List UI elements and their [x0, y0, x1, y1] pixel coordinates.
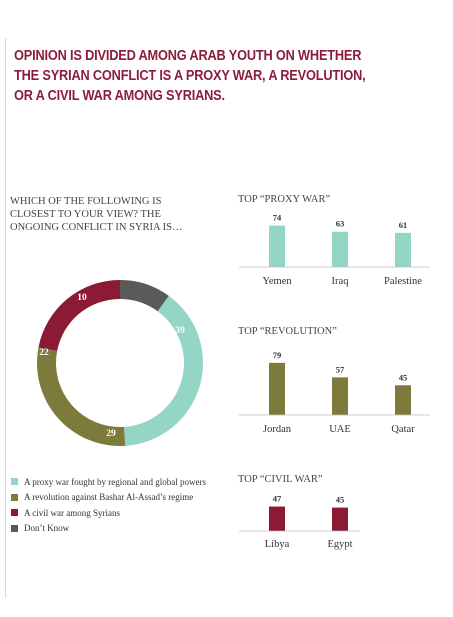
- legend-swatch-proxy: [11, 478, 18, 486]
- donut-label-proxy: 39: [175, 326, 185, 336]
- legend-item-dont-know: Don’t Know: [11, 521, 206, 537]
- bar-category-jordan: Jordan: [263, 424, 292, 435]
- bar-value-egypt: 45: [336, 495, 345, 505]
- legend-swatch-civil-war: [11, 509, 18, 517]
- legend-item-civil-war: A civil war among Syrians: [11, 505, 206, 521]
- page-rule: [5, 38, 6, 598]
- bar-egypt: [332, 507, 348, 531]
- bar-category-uae: UAE: [329, 424, 351, 435]
- bar-uae: [332, 377, 348, 415]
- proxy-war-title: TOP “PROXY WAR”: [238, 194, 331, 205]
- bar-value-qatar: 45: [399, 372, 408, 382]
- bar-value-iraq: 63: [336, 219, 345, 229]
- civil-war-title: TOP “CIVIL WAR”: [238, 474, 323, 485]
- bar-category-palestine: Palestine: [384, 276, 422, 287]
- donut-label-revolution: 29: [106, 429, 116, 439]
- bar-value-yemen: 74: [273, 213, 282, 223]
- bar-value-libya: 47: [273, 494, 282, 504]
- donut-label-dont-know: 10: [77, 293, 87, 303]
- donut-slice-dont-know: [120, 280, 169, 312]
- bar-category-iraq: Iraq: [332, 276, 350, 287]
- bar-category-libya: Libya: [265, 539, 290, 550]
- question-line-3: ONGOING CONFLICT IN SYRIA IS…: [10, 222, 183, 233]
- bar-libya: [269, 506, 285, 531]
- bar-category-qatar: Qatar: [391, 424, 415, 435]
- donut-slice-civil-war: [38, 280, 121, 352]
- revolution-title: TOP “REVOLUTION”: [238, 326, 337, 337]
- bar-value-uae: 57: [336, 364, 345, 374]
- bar-value-jordan: 79: [273, 350, 282, 360]
- legend-item-revolution: A revolution against Bashar Al-Assad’s r…: [11, 490, 206, 506]
- legend-label-dont-know: Don’t Know: [24, 523, 70, 534]
- donut-slice-proxy: [124, 295, 203, 446]
- donut-legend: A proxy war fought by regional and globa…: [11, 474, 206, 536]
- donut-label-civil-war: 22: [39, 348, 49, 358]
- bar-category-egypt: Egypt: [327, 539, 352, 550]
- legend-swatch-revolution: [11, 493, 18, 501]
- bar-qatar: [395, 385, 411, 415]
- bar-value-palestine: 61: [399, 220, 408, 230]
- question-line-1: WHICH OF THE FOLLOWING IS: [10, 196, 162, 207]
- bar-category-yemen: Yemen: [262, 276, 292, 287]
- bar-jordan: [269, 362, 285, 415]
- legend-item-proxy: A proxy war fought by regional and globa…: [11, 474, 206, 490]
- bar-palestine: [395, 232, 411, 267]
- headline: OPINION IS DIVIDED AMONG ARAB YOUTH ON W…: [14, 46, 366, 106]
- legend-label-revolution: A revolution against Bashar Al-Assad’s r…: [24, 492, 194, 503]
- question-text: WHICH OF THE FOLLOWING IS CLOSEST TO YOU…: [10, 195, 220, 234]
- question-line-2: CLOSEST TO YOUR VIEW? THE: [10, 209, 161, 220]
- legend-label-proxy: A proxy war fought by regional and globa…: [24, 476, 206, 487]
- headline-line-3: OR A CIVIL WAR AMONG SYRIANS.: [14, 88, 225, 104]
- bar-yemen: [269, 225, 285, 267]
- headline-line-2: THE SYRIAN CONFLICT IS A PROXY WAR, A RE…: [14, 68, 366, 84]
- legend-swatch-dont-know: [11, 524, 18, 532]
- donut-slice-revolution: [36, 347, 126, 446]
- bar-iraq: [332, 231, 348, 267]
- legend-label-civil-war: A civil war among Syrians: [24, 507, 120, 518]
- headline-line-1: OPINION IS DIVIDED AMONG ARAB YOUTH ON W…: [14, 48, 362, 64]
